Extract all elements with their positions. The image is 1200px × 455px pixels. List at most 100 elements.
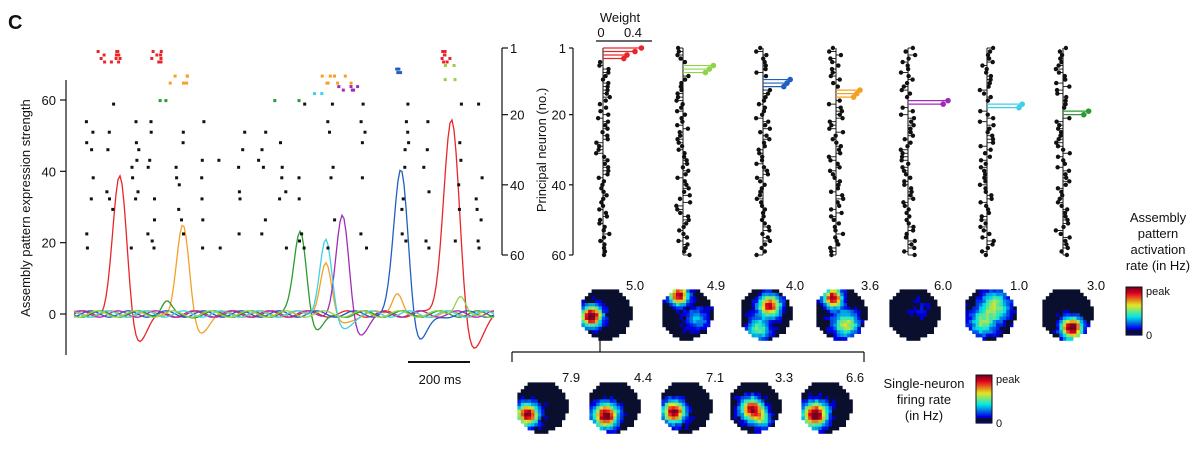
rate-map-pixel bbox=[767, 416, 772, 421]
colorbar-step bbox=[976, 381, 992, 383]
weight-dot bbox=[1055, 91, 1060, 96]
rate-map-pixel bbox=[686, 309, 690, 314]
weight-dot bbox=[908, 140, 913, 145]
rate-map-pixel bbox=[612, 313, 616, 317]
rate-map-pixel bbox=[592, 419, 597, 424]
rate-map-pixel bbox=[1073, 330, 1077, 334]
rate-map-pixel bbox=[618, 296, 623, 300]
rate-map-pixel bbox=[816, 299, 821, 304]
rate-map-pixel bbox=[524, 416, 528, 421]
spike-mark bbox=[155, 53, 159, 57]
rate-map-pixel bbox=[534, 385, 539, 390]
rate-map-pixel bbox=[548, 382, 552, 387]
spike-mark bbox=[130, 165, 134, 169]
rate-map-pixel bbox=[1066, 296, 1070, 300]
rate-map-pixel bbox=[618, 316, 623, 321]
rate-map-pixel bbox=[623, 402, 628, 407]
rate-map-pixel bbox=[699, 316, 704, 321]
rate-map-pixel bbox=[761, 309, 766, 314]
spike-mark bbox=[177, 207, 181, 211]
colorbar-step bbox=[1126, 307, 1142, 310]
rate-map-pixel bbox=[899, 289, 904, 294]
weight-dot bbox=[593, 151, 599, 156]
spike-mark bbox=[445, 60, 449, 64]
rate-map-pixel bbox=[613, 406, 617, 410]
rate-map-pixel bbox=[926, 326, 931, 331]
spike-mark bbox=[363, 130, 367, 134]
rate-map-pixel bbox=[678, 389, 683, 393]
rate-map-pixel bbox=[599, 416, 604, 421]
rate-map-pixel bbox=[804, 406, 809, 410]
rate-map-pixel bbox=[596, 385, 600, 390]
rate-map-pixel bbox=[675, 416, 679, 421]
rate-map-pixel bbox=[675, 423, 679, 427]
rate-map-pixel bbox=[853, 299, 858, 304]
weight-dot bbox=[762, 144, 767, 149]
rate-map-pixel bbox=[768, 289, 773, 294]
weight-dot bbox=[1056, 137, 1061, 142]
rate-map-pixel bbox=[740, 399, 745, 404]
rate-map-pixel bbox=[1009, 320, 1014, 324]
rate-map-pixel bbox=[747, 426, 752, 431]
rate-map-pixel bbox=[778, 320, 783, 324]
spike-mark bbox=[360, 141, 364, 145]
colorbar-step bbox=[1126, 327, 1142, 330]
rate-map-pixel bbox=[625, 299, 630, 304]
rate-map-pixel bbox=[765, 316, 769, 321]
rate-map-pixel bbox=[1049, 330, 1053, 334]
rate-map-pixel bbox=[767, 392, 772, 397]
weight-dot bbox=[900, 59, 905, 65]
rate-map-pixel bbox=[615, 289, 620, 294]
spike-mark bbox=[326, 246, 330, 250]
rate-map-pixel bbox=[664, 409, 669, 414]
rate-map-pixel bbox=[821, 396, 826, 400]
rate-map-pixel bbox=[669, 303, 673, 307]
rate-map-pixel bbox=[537, 419, 542, 424]
rate-map-pixel bbox=[920, 299, 924, 304]
rate-map-pixel bbox=[896, 326, 900, 331]
rate-map-pixel bbox=[909, 309, 914, 314]
rate-map-pixel bbox=[676, 306, 680, 311]
rate-map-pixel bbox=[761, 337, 766, 341]
colorbar-step bbox=[976, 387, 992, 389]
spike-mark bbox=[149, 120, 153, 124]
weight-dot bbox=[762, 242, 768, 247]
rate-map-pixel bbox=[853, 306, 858, 311]
weight-dot bbox=[601, 196, 606, 202]
rate-map-pixel bbox=[686, 313, 690, 317]
weight-dot bbox=[831, 217, 836, 223]
spike-mark bbox=[273, 99, 277, 103]
rate-map-pixel bbox=[584, 313, 589, 317]
rate-map-pixel bbox=[821, 413, 826, 417]
rate-map-pixel bbox=[860, 299, 865, 304]
rate-map-pixel bbox=[630, 413, 634, 417]
rate-map-pixel bbox=[671, 426, 676, 431]
rate-map-pixel bbox=[1059, 320, 1064, 324]
rate-map-pixel bbox=[1083, 296, 1087, 300]
rate-map-pixel bbox=[992, 296, 997, 300]
spike-mark bbox=[328, 74, 332, 78]
rate-map-pixel bbox=[833, 292, 838, 297]
rate-map-pixel bbox=[774, 416, 779, 421]
rate-map-pixel bbox=[764, 402, 769, 407]
rate-map-pixel bbox=[828, 385, 833, 390]
rate-map-pixel bbox=[826, 296, 831, 300]
rate-map-pixel bbox=[836, 337, 841, 341]
rate-map-pixel bbox=[1066, 330, 1070, 334]
weight-dot bbox=[684, 161, 690, 166]
rate-map-pixel bbox=[750, 389, 755, 393]
rate-map-pixel bbox=[702, 423, 706, 427]
weight-dot bbox=[681, 224, 686, 230]
rate-map-pixel bbox=[681, 426, 686, 431]
rate-map-pixel bbox=[608, 316, 613, 321]
rate-map-pixel bbox=[744, 299, 749, 304]
rate-map-pixel bbox=[675, 426, 679, 431]
rate-map-pixel bbox=[698, 402, 703, 407]
rate-map-pixel bbox=[775, 316, 780, 321]
spike-mark bbox=[129, 246, 133, 250]
rate-map-pixel bbox=[668, 416, 672, 421]
rate-map-pixel bbox=[679, 333, 684, 338]
member-weight-dot bbox=[945, 97, 951, 104]
rate-map-pixel bbox=[835, 392, 840, 397]
rate-map-pixel bbox=[524, 392, 528, 397]
